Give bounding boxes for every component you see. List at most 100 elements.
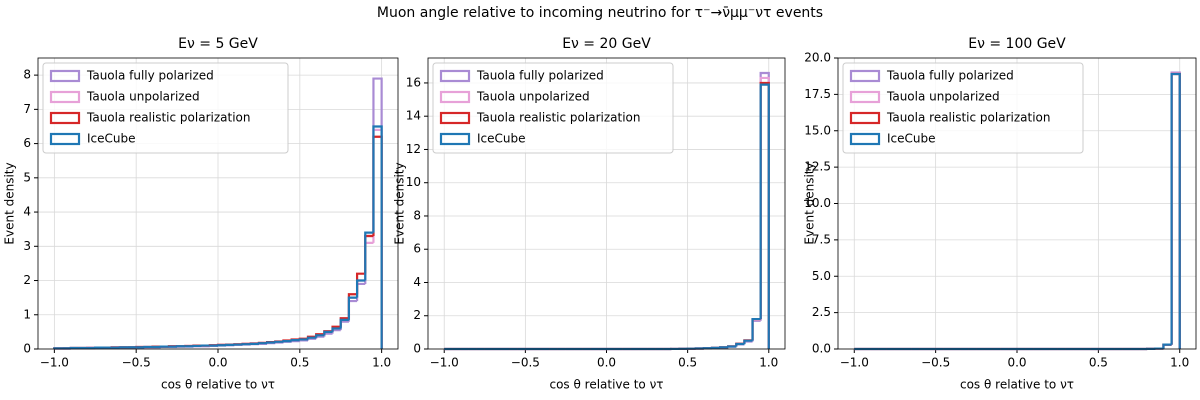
legend-swatch [849,69,881,83]
axes-frame [37,57,399,350]
histogram-step [759,83,770,349]
x-axis-label: cos θ relative to ντ [960,378,1074,392]
x-axis-label: cos θ relative to ντ [549,378,663,392]
legend-box [842,62,1084,154]
legend-box [432,62,674,154]
y-tick-label: 15.0 [804,123,831,137]
x-tick-label: 0.0 [1007,356,1026,370]
legend-swatch [439,90,471,104]
axes-title: Eν = 5 GeV [178,36,258,52]
histogram-step [323,332,333,337]
y-tick-label: 4 [413,275,421,289]
legend-label: Tauola fully polarized [86,69,214,83]
histogram-step [257,342,268,345]
legend-swatch [49,90,81,104]
x-tick-label: 0.5 [290,356,309,370]
histogram-step [743,340,753,345]
x-tick-label: 1.0 [372,356,391,370]
y-tick-label: 10.0 [804,196,831,210]
legend-swatch [49,69,81,83]
legend-label: Tauola realistic polarization [886,111,1050,125]
histogram-step [290,338,300,342]
legend-label: Tauola fully polarized [886,69,1014,83]
legend-label: IceCube [887,132,936,146]
y-axis-label: Event density [803,162,817,244]
histogram-step [355,279,366,298]
histogram-step [372,135,383,349]
histogram-step [315,334,325,338]
legend-swatch [849,111,881,125]
y-tick-label: 10 [406,175,421,189]
y-tick-label: 6 [413,242,421,256]
x-tick-label: −1.0 [840,356,869,370]
x-tick-label: −0.5 [921,356,950,370]
histogram-step [372,77,383,349]
y-tick-label: 2 [413,308,421,322]
histogram-step [751,317,761,341]
legend-swatch [49,132,81,146]
histogram-step [265,341,276,344]
legend-label: Tauola realistic polarization [476,111,640,125]
axes-title: Eν = 100 GeV [968,36,1066,52]
histogram-step [339,320,349,331]
histogram-step [727,345,737,348]
y-tick-label: 6 [23,136,31,150]
x-tick-label: 1.0 [759,356,778,370]
x-tick-label: 0.0 [208,356,227,370]
histogram-step [298,339,308,342]
axes-frame [427,57,786,350]
legend-swatch [439,111,471,125]
x-tick-label: −1.0 [430,356,459,370]
histogram-step [298,338,308,341]
histogram-step [759,76,770,349]
y-tick-label: 14 [406,109,421,123]
histogram-step [347,296,358,320]
y-tick-label: 0.0 [812,342,831,356]
y-tick-label: 1 [23,307,31,321]
histogram-step [315,335,325,339]
axes-title: Eν = 20 GeV [562,36,651,52]
legend-label: IceCube [87,132,136,146]
histogram-step [1170,72,1181,349]
legend-swatch [49,111,81,125]
y-tick-label: 20.0 [804,51,831,65]
y-tick-label: 2 [23,273,31,287]
y-tick-label: 8 [23,68,31,82]
y-tick-label: 4 [23,205,31,219]
histogram-step [364,241,374,281]
legend-swatch [849,90,881,104]
y-axis-label: Event density [3,162,17,244]
legend-label: Tauola fully polarized [476,69,604,83]
y-tick-label: 8 [413,208,421,222]
histogram-step [274,340,284,343]
histogram-step [355,282,366,302]
histogram-step [364,234,374,274]
y-tick-label: 7 [23,102,31,116]
y-tick-label: 16 [406,75,421,89]
histogram-step [751,318,761,341]
histogram-step [1162,343,1172,349]
histogram-step [290,340,300,343]
legend-box [42,62,289,154]
y-tick-label: 12.5 [804,160,831,174]
legend-label: Tauola realistic polarization [86,111,250,125]
histogram-step [372,128,383,349]
histogram-step [306,337,317,341]
histogram-step [735,342,745,347]
y-tick-label: 7.5 [812,232,831,246]
legend-swatch [439,69,471,83]
histogram-step [306,336,317,340]
figure-title: Muon angle relative to incoming neutrino… [377,5,823,21]
y-axis-label: Event density [393,162,407,244]
histogram-step [1170,72,1181,349]
histogram-step [364,231,374,281]
histogram-step [372,125,383,349]
y-tick-label: 5.0 [812,269,831,283]
histogram-step [1170,71,1181,349]
x-tick-label: 1.0 [1170,356,1189,370]
x-tick-label: −0.5 [511,356,540,370]
legend-label: Tauola unpolarized [886,90,1000,104]
histogram-step [751,317,761,341]
x-tick-label: −1.0 [40,356,69,370]
